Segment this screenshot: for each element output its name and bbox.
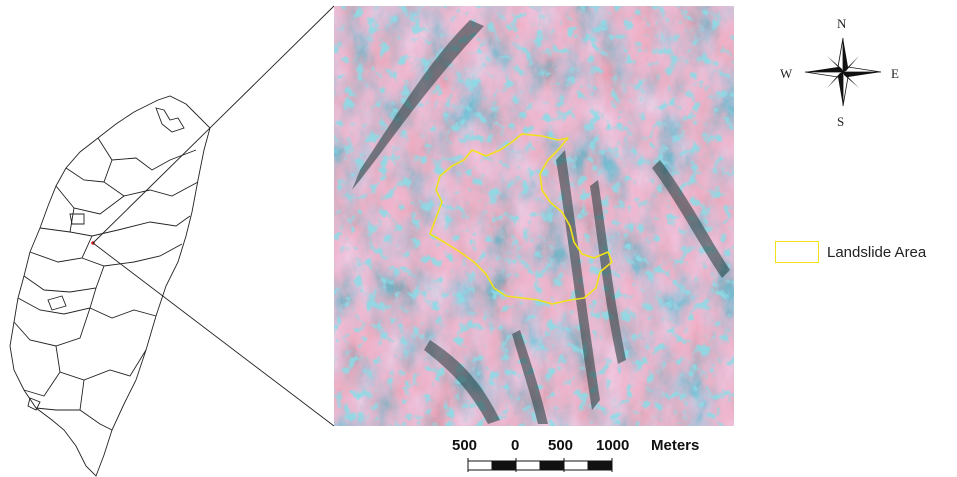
scale-bar [467, 458, 613, 472]
scale-tick-label: 0 [511, 437, 520, 454]
scale-unit-label: Meters [651, 437, 700, 454]
compass-west-label: W [780, 66, 793, 81]
scale-tick-label: 500 [548, 437, 574, 454]
satellite-image [334, 6, 734, 426]
legend-label-landslide: Landslide Area [827, 243, 927, 261]
legend-swatch-landslide [775, 241, 819, 263]
legend: Landslide Area [775, 241, 926, 263]
scale-tick-label: 1000 [596, 437, 630, 454]
compass-south-label: S [837, 114, 845, 129]
north-arrow-compass-rose [804, 37, 882, 107]
compass-north-label: N [837, 16, 847, 31]
island-outline [9, 95, 211, 477]
compass-east-label: E [891, 66, 899, 81]
taiwan-outline-map [9, 95, 211, 477]
leader-lines [92, 5, 335, 427]
landslide-area-polygon [429, 133, 613, 305]
scale-tick-label: 500 [452, 437, 478, 454]
